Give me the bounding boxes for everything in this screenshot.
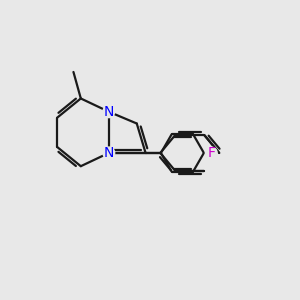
Circle shape	[206, 147, 217, 159]
Circle shape	[103, 147, 115, 159]
Circle shape	[103, 106, 115, 118]
Text: F: F	[207, 146, 215, 160]
Text: N: N	[103, 105, 114, 119]
Text: N: N	[103, 146, 114, 160]
